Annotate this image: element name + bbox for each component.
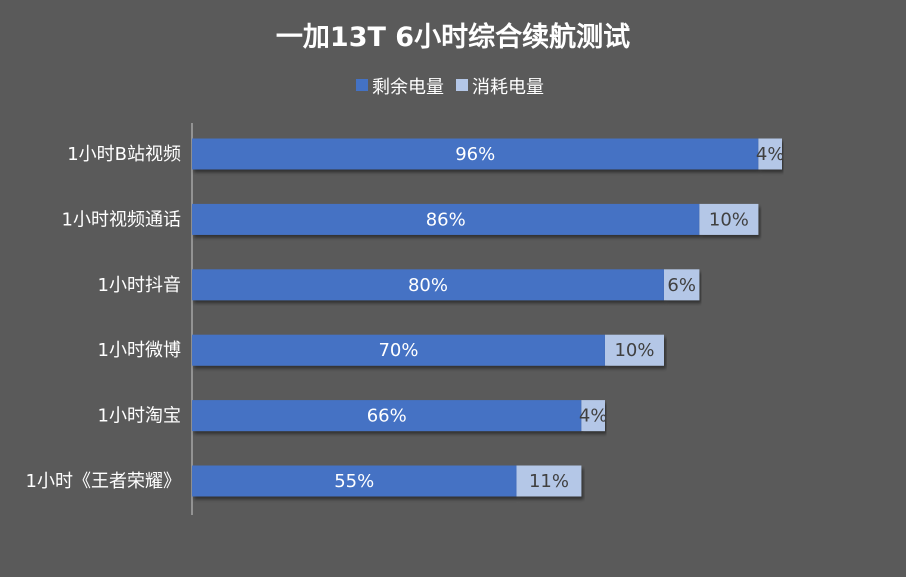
bar-remaining <box>192 138 759 170</box>
category-label: 1小时视频通话 <box>62 209 181 230</box>
bar-consumed <box>758 138 782 170</box>
labels-group: 1小时B站视频 96% 4% 1小时视频通话 86% 10% 1小时抖音 80% 6% 1小时微博… <box>26 144 785 492</box>
data-label-consumed: 6% <box>667 275 696 296</box>
bar-remaining <box>192 269 664 301</box>
category-label: 1小时淘宝 <box>98 406 181 427</box>
data-label-consumed: 10% <box>614 340 654 361</box>
data-label-remaining: 66% <box>367 406 407 427</box>
legend-label-consumed: 消耗电量 <box>472 77 544 98</box>
data-label-consumed: 10% <box>709 209 749 230</box>
bar-remaining <box>192 334 605 366</box>
bar-remaining <box>192 400 582 432</box>
legend-swatch-consumed <box>456 79 468 91</box>
bar-consumed <box>699 203 759 235</box>
bar-consumed <box>605 334 664 366</box>
category-label: 1小时微博 <box>98 340 181 361</box>
data-label-consumed: 11% <box>529 471 569 492</box>
data-label-consumed: 4% <box>756 144 785 165</box>
category-label: 1小时《王者荣耀》 <box>26 471 181 492</box>
legend: 剩余电量 消耗电量 <box>356 77 544 98</box>
chart-title: 一加13T 6小时综合续航测试 <box>276 21 630 53</box>
bar-consumed <box>516 465 582 497</box>
data-label-remaining: 86% <box>426 209 466 230</box>
bar-consumed <box>664 269 700 301</box>
legend-label-remaining: 剩余电量 <box>372 77 444 98</box>
category-label: 1小时抖音 <box>98 275 181 296</box>
bar-remaining <box>192 203 700 235</box>
data-label-remaining: 70% <box>378 340 418 361</box>
legend-swatch-remaining <box>356 79 368 91</box>
bar-remaining <box>192 465 517 497</box>
bars-group <box>192 138 782 497</box>
data-label-consumed: 4% <box>579 406 608 427</box>
bar-consumed <box>581 400 605 432</box>
data-label-remaining: 80% <box>408 275 448 296</box>
category-label: 1小时B站视频 <box>67 144 181 165</box>
data-label-remaining: 96% <box>455 144 495 165</box>
data-label-remaining: 55% <box>334 471 374 492</box>
